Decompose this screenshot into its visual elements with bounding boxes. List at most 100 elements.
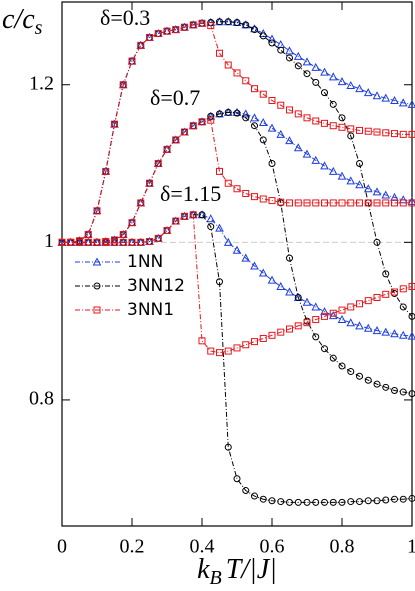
data-point xyxy=(224,108,232,116)
data-point xyxy=(223,237,233,246)
data-point xyxy=(172,26,180,34)
data-point xyxy=(355,180,364,189)
annotation: δ=1.15 xyxy=(160,181,221,206)
data-point xyxy=(286,199,293,207)
data-point xyxy=(277,101,285,109)
data-point xyxy=(408,494,415,502)
data-point xyxy=(268,331,276,339)
data-point xyxy=(285,136,294,145)
x-label-main: k xyxy=(197,554,210,585)
data-point xyxy=(207,22,215,30)
x-axis-label: kB T/|J| xyxy=(197,554,277,588)
data-point xyxy=(311,62,321,71)
data-point xyxy=(216,110,223,118)
data-point xyxy=(233,109,241,117)
data-point xyxy=(267,34,277,43)
data-point xyxy=(146,33,153,41)
data-point xyxy=(207,116,215,124)
data-point xyxy=(328,166,338,175)
data-point xyxy=(320,161,329,170)
data-point xyxy=(356,160,363,168)
data-point xyxy=(215,223,224,232)
data-point xyxy=(312,316,320,324)
data-point xyxy=(303,70,311,78)
data-point xyxy=(119,238,127,246)
data-point xyxy=(233,69,241,77)
data-point xyxy=(216,349,223,357)
data-point xyxy=(251,26,258,34)
data-point xyxy=(93,207,101,215)
data-point xyxy=(251,193,258,201)
data-point xyxy=(111,238,118,246)
data-point xyxy=(268,160,276,168)
data-point xyxy=(268,39,276,47)
plot-frame xyxy=(61,1,413,527)
x-tick-label: 0.8 xyxy=(330,536,355,558)
data-point xyxy=(390,329,399,338)
data-point xyxy=(346,318,356,327)
series-line xyxy=(62,21,413,317)
data-point xyxy=(251,122,258,130)
data-point xyxy=(207,347,215,355)
y-tick-label: 1 xyxy=(44,230,54,252)
data-point xyxy=(259,32,267,40)
data-point xyxy=(294,62,302,70)
data-point xyxy=(102,238,110,246)
data-point xyxy=(259,334,267,342)
data-point xyxy=(391,288,398,296)
data-point xyxy=(93,238,101,246)
data-point xyxy=(312,199,320,207)
legend-label: 1NN xyxy=(127,252,163,272)
data-point xyxy=(346,80,356,90)
data-point xyxy=(216,167,223,175)
data-point xyxy=(347,125,355,133)
data-point xyxy=(372,187,382,196)
data-point xyxy=(258,268,268,277)
legend-marker xyxy=(93,306,101,314)
data-point xyxy=(399,130,407,138)
data-point xyxy=(321,119,328,127)
data-point xyxy=(398,98,408,107)
data-point xyxy=(189,211,197,219)
data-point xyxy=(242,189,250,197)
legend-label: 3NN12 xyxy=(127,276,185,296)
data-point xyxy=(347,199,355,207)
data-point xyxy=(267,123,277,132)
data-point xyxy=(84,238,92,246)
data-point xyxy=(250,261,259,270)
data-point xyxy=(119,81,127,89)
data-point xyxy=(67,238,75,246)
data-point xyxy=(399,285,407,293)
data-point xyxy=(259,495,267,503)
data-point xyxy=(232,245,242,254)
data-point xyxy=(251,85,258,93)
data-point xyxy=(408,282,415,290)
data-point xyxy=(346,176,356,185)
data-point xyxy=(268,197,276,205)
data-point xyxy=(373,238,381,246)
data-point xyxy=(407,99,415,108)
x-tick-label: 0.2 xyxy=(120,536,145,558)
data-point xyxy=(181,23,188,31)
data-point xyxy=(329,199,337,207)
data-point xyxy=(355,321,364,330)
data-point xyxy=(111,120,118,128)
data-point xyxy=(338,498,346,506)
data-point xyxy=(373,380,381,388)
data-point xyxy=(382,270,390,278)
data-point xyxy=(294,293,302,301)
data-point xyxy=(364,199,372,207)
data-point xyxy=(224,61,232,69)
data-point xyxy=(163,227,171,235)
data-point xyxy=(206,214,216,223)
data-point xyxy=(329,309,337,317)
data-point xyxy=(356,498,363,506)
annotation: δ=0.3 xyxy=(100,5,150,30)
data-point xyxy=(189,21,197,29)
legend-marker xyxy=(93,282,101,290)
data-point xyxy=(320,67,329,76)
data-point xyxy=(303,319,311,327)
data-point xyxy=(259,195,267,203)
data-point xyxy=(347,368,355,376)
